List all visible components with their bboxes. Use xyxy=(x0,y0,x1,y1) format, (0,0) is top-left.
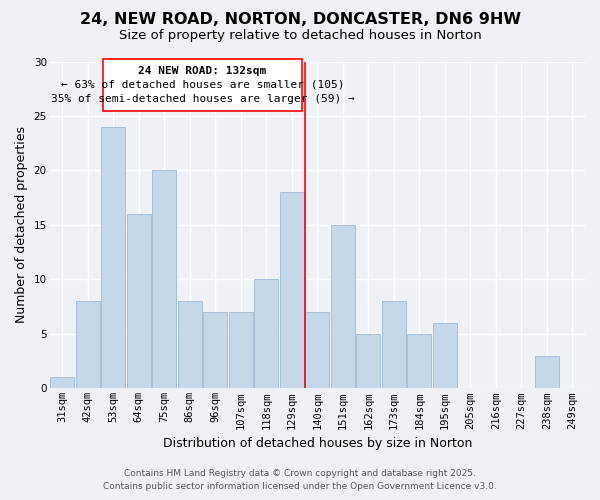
Bar xyxy=(76,301,100,388)
X-axis label: Distribution of detached houses by size in Norton: Distribution of detached houses by size … xyxy=(163,437,472,450)
Bar xyxy=(152,170,176,388)
Bar xyxy=(229,312,253,388)
Bar xyxy=(50,378,74,388)
Bar xyxy=(433,323,457,388)
Y-axis label: Number of detached properties: Number of detached properties xyxy=(15,126,28,324)
Bar xyxy=(203,312,227,388)
Bar xyxy=(127,214,151,388)
Text: Size of property relative to detached houses in Norton: Size of property relative to detached ho… xyxy=(119,29,481,42)
Bar xyxy=(280,192,304,388)
Text: ← 63% of detached houses are smaller (105): ← 63% of detached houses are smaller (10… xyxy=(61,80,344,90)
Bar xyxy=(305,312,329,388)
Bar xyxy=(382,301,406,388)
Text: 24 NEW ROAD: 132sqm: 24 NEW ROAD: 132sqm xyxy=(139,66,266,76)
Bar xyxy=(178,301,202,388)
Bar xyxy=(407,334,431,388)
FancyBboxPatch shape xyxy=(103,60,302,110)
Text: Contains HM Land Registry data © Crown copyright and database right 2025.
Contai: Contains HM Land Registry data © Crown c… xyxy=(103,470,497,491)
Bar xyxy=(254,280,278,388)
Text: 24, NEW ROAD, NORTON, DONCASTER, DN6 9HW: 24, NEW ROAD, NORTON, DONCASTER, DN6 9HW xyxy=(79,12,521,28)
Bar xyxy=(356,334,380,388)
Bar xyxy=(535,356,559,388)
Bar xyxy=(101,127,125,388)
Text: 35% of semi-detached houses are larger (59) →: 35% of semi-detached houses are larger (… xyxy=(50,94,355,104)
Bar xyxy=(331,225,355,388)
